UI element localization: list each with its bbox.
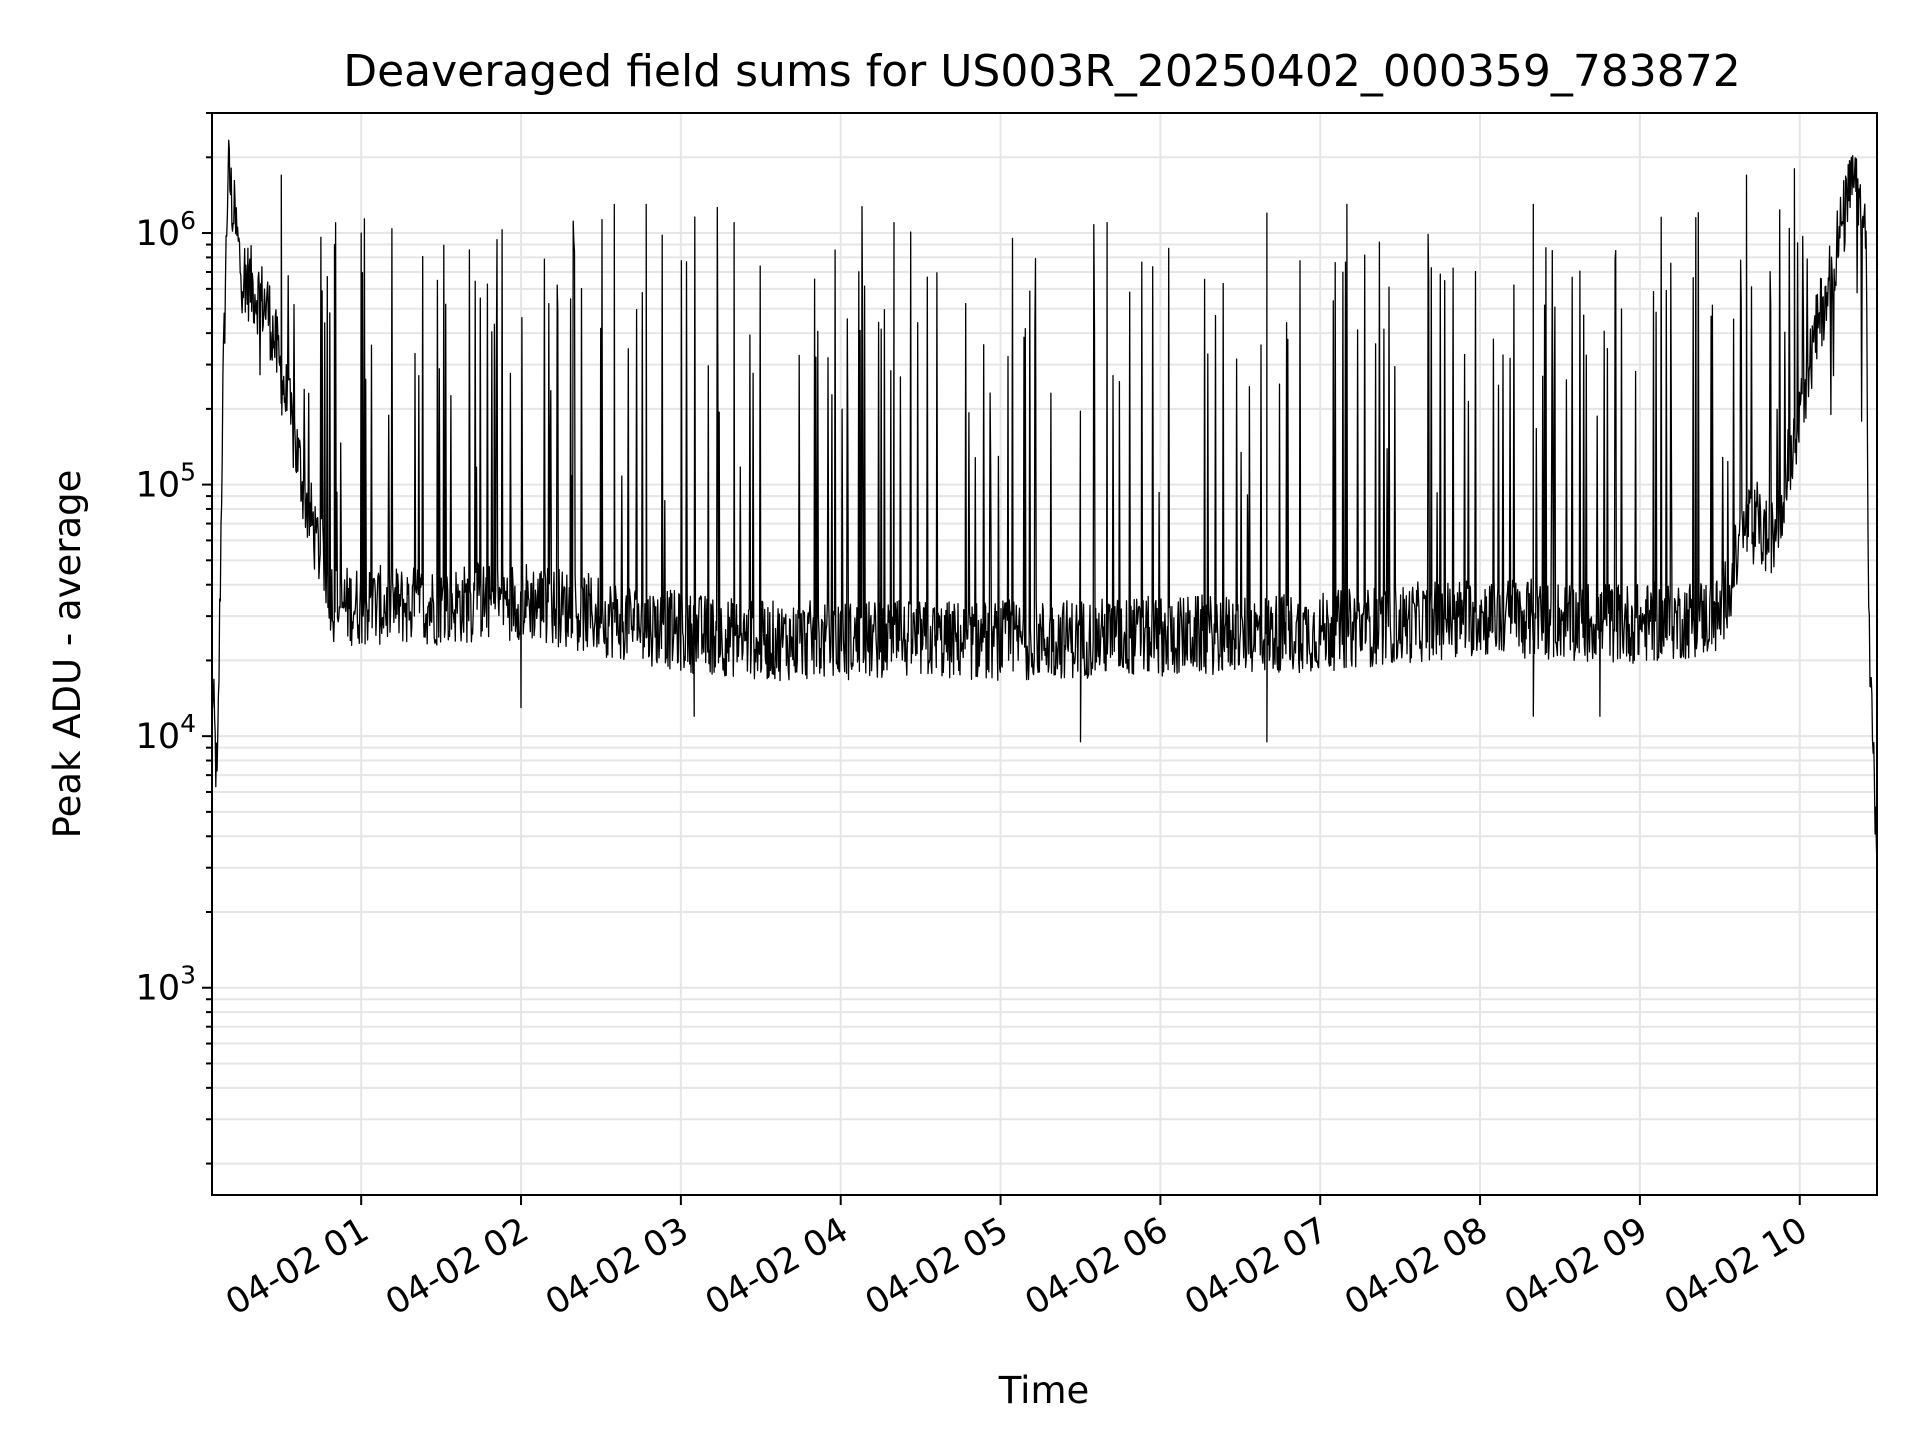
x-tick-label: 04-02 08 [1338, 1210, 1494, 1323]
y-tick-label: 103 [136, 961, 196, 1009]
x-tick-label: 04-02 09 [1498, 1210, 1654, 1323]
x-tick-label: 04-02 05 [859, 1210, 1015, 1323]
x-axis: 04-02 01 04-02 02 04-02 03 04-02 04 04-02 05… [219, 1195, 1814, 1323]
x-tick-label: 04-02 07 [1178, 1210, 1334, 1323]
x-tick-label: 04-02 02 [379, 1210, 535, 1323]
x-tick-label: 04-02 01 [219, 1210, 375, 1323]
y-tick-label: 104 [136, 709, 196, 757]
y-tick-label: 105 [136, 458, 196, 506]
x-tick-label: 04-02 10 [1658, 1210, 1814, 1323]
series-line [211, 139, 1878, 866]
y-axis-label: Peak ADU - average [46, 470, 89, 839]
chart-title: Deaveraged field sums for US003R_2025040… [343, 46, 1741, 97]
x-axis-label: Time [998, 1369, 1090, 1412]
x-tick-label: 04-02 04 [699, 1210, 855, 1323]
y-tick-label: 106 [136, 206, 196, 254]
x-tick-label: 04-02 06 [1019, 1210, 1175, 1323]
x-tick-label: 04-02 03 [539, 1210, 695, 1323]
series-line-path [211, 139, 1878, 866]
plot-frame [211, 112, 1878, 1196]
y-axis: 103 104 105 106 [136, 112, 212, 1165]
